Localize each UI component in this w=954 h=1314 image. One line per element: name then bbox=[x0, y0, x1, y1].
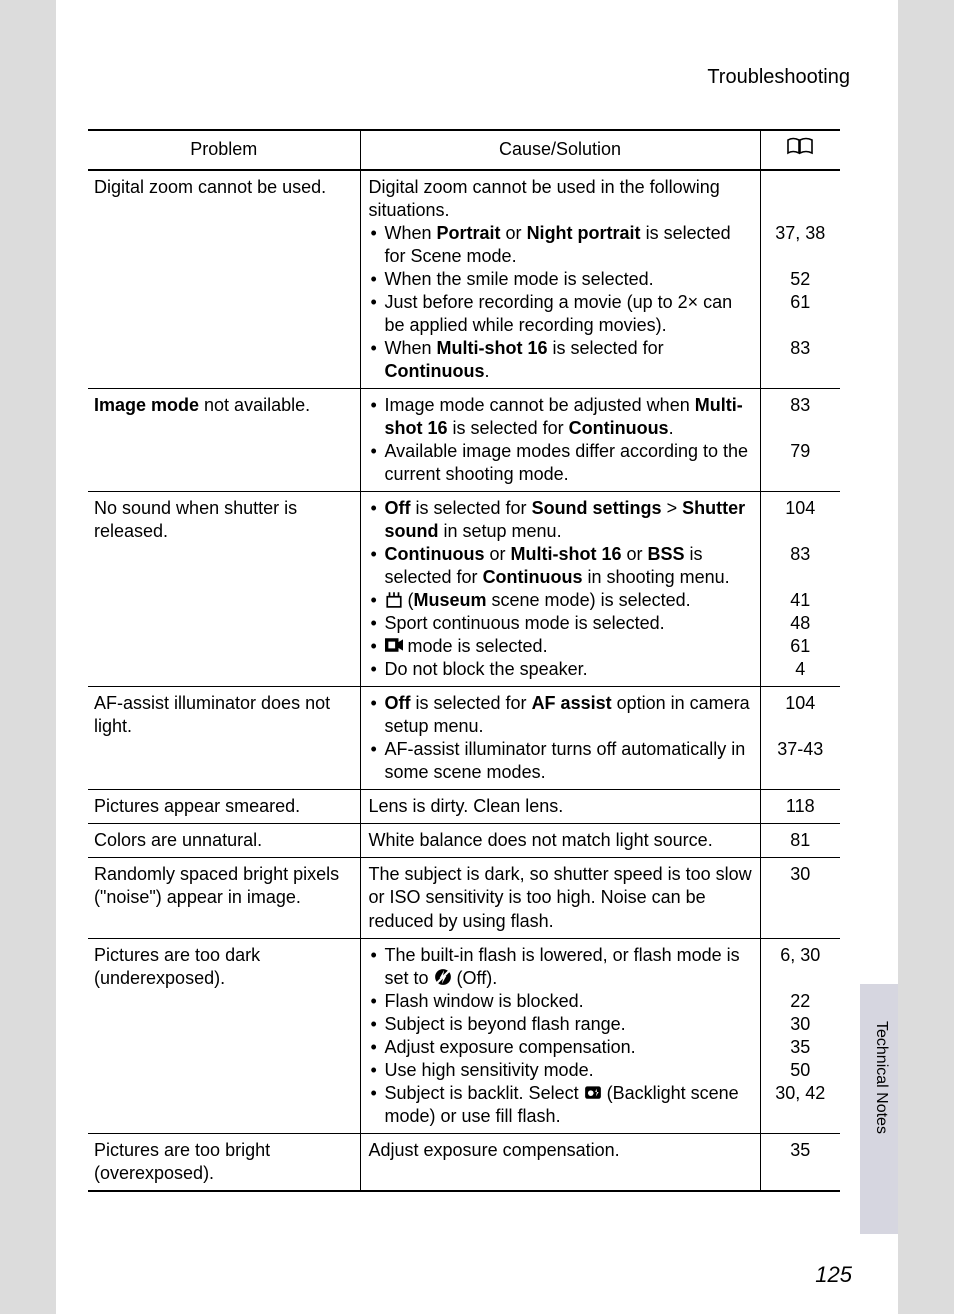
cause-bullet: Available image modes differ according t… bbox=[367, 440, 754, 486]
cause-bullet: mode is selected. bbox=[367, 635, 754, 658]
page-ref: 61 bbox=[767, 291, 835, 314]
problem-cell: Randomly spaced bright pixels ("noise") … bbox=[88, 858, 360, 938]
page-ref: 37-43 bbox=[767, 738, 835, 761]
problem-cell: Colors are unnatural. bbox=[88, 824, 360, 858]
cause-bullet: AF-assist illuminator turns off automati… bbox=[367, 738, 754, 784]
page-ref: 30 bbox=[767, 863, 835, 886]
page-ref: 50 bbox=[767, 1059, 835, 1082]
cause-bullet: Just before recording a movie (up to 2× … bbox=[367, 291, 754, 337]
table-row: Pictures are too bright (overexposed).Ad… bbox=[88, 1133, 840, 1191]
book-icon bbox=[786, 137, 814, 155]
cause-bullet: When Portrait or Night portrait is selec… bbox=[367, 222, 754, 268]
page-ref bbox=[767, 417, 835, 440]
page-ref: 83 bbox=[767, 337, 835, 360]
cause-bullet: Adjust exposure compensation. bbox=[367, 1036, 754, 1059]
page-ref-cell: 83 79 bbox=[760, 388, 840, 491]
troubleshooting-table: Problem Cause/Solution Digital zoom cann… bbox=[88, 129, 840, 1192]
page-number: 125 bbox=[815, 1262, 852, 1288]
page-ref-cell: 104 83 4148614 bbox=[760, 492, 840, 687]
page-ref-cell: 37, 38 5261 83 bbox=[760, 170, 840, 389]
cause-bullet: When Multi-shot 16 is selected for Conti… bbox=[367, 337, 754, 383]
problem-cell: Pictures are too bright (overexposed). bbox=[88, 1133, 360, 1191]
column-header-cause: Cause/Solution bbox=[360, 130, 760, 170]
cause-bullet: Flash window is blocked. bbox=[367, 990, 754, 1013]
page-ref: 35 bbox=[767, 1036, 835, 1059]
table-body: Digital zoom cannot be used.Digital zoom… bbox=[88, 170, 840, 1191]
cause-bullet: When the smile mode is selected. bbox=[367, 268, 754, 291]
page-ref bbox=[767, 314, 835, 337]
cause-cell: Adjust exposure compensation. bbox=[360, 1133, 760, 1191]
page-ref: 81 bbox=[767, 829, 835, 852]
table-row: Digital zoom cannot be used.Digital zoom… bbox=[88, 170, 840, 389]
page-ref-cell: 81 bbox=[760, 824, 840, 858]
cause-bullet: Sport continuous mode is selected. bbox=[367, 612, 754, 635]
cause-bullet: Off is selected for AF assist option in … bbox=[367, 692, 754, 738]
table-row: No sound when shutter is released.Off is… bbox=[88, 492, 840, 687]
cause-cell: Image mode cannot be adjusted when Multi… bbox=[360, 388, 760, 491]
page-ref bbox=[767, 715, 835, 738]
page-ref-cell: 118 bbox=[760, 790, 840, 824]
side-section-label: Technical Notes bbox=[872, 1021, 890, 1134]
table-row: Image mode not available.Image mode cann… bbox=[88, 388, 840, 491]
document-page: Troubleshooting Problem Cause/Solution D… bbox=[56, 0, 898, 1314]
page-ref bbox=[767, 566, 835, 589]
cause-bullet: Off is selected for Sound settings > Shu… bbox=[367, 497, 754, 543]
problem-cell: No sound when shutter is released. bbox=[88, 492, 360, 687]
page-ref bbox=[767, 199, 835, 222]
page-ref bbox=[767, 245, 835, 268]
page-ref: 104 bbox=[767, 497, 835, 520]
cause-cell: Digital zoom cannot be used in the follo… bbox=[360, 170, 760, 389]
page-ref: 37, 38 bbox=[767, 222, 835, 245]
page-ref-cell: 104 37-43 bbox=[760, 687, 840, 790]
page-ref: 83 bbox=[767, 543, 835, 566]
page-ref: 83 bbox=[767, 394, 835, 417]
page-ref-cell: 6, 30 2230355030, 42 bbox=[760, 938, 840, 1133]
cause-bullet: Image mode cannot be adjusted when Multi… bbox=[367, 394, 754, 440]
page-ref-cell: 35 bbox=[760, 1133, 840, 1191]
table-row: Pictures are too dark (underexposed).The… bbox=[88, 938, 840, 1133]
table-row: Randomly spaced bright pixels ("noise") … bbox=[88, 858, 840, 938]
page-ref bbox=[767, 967, 835, 990]
cause-cell: The subject is dark, so shutter speed is… bbox=[360, 858, 760, 938]
page-ref: 118 bbox=[767, 795, 835, 818]
cause-bullet: Subject is backlit. Select (Backlight sc… bbox=[367, 1082, 754, 1128]
problem-cell: Digital zoom cannot be used. bbox=[88, 170, 360, 389]
page-header: Troubleshooting bbox=[86, 66, 868, 129]
column-header-page-icon bbox=[760, 130, 840, 170]
table-row: Colors are unnatural.White balance does … bbox=[88, 824, 840, 858]
table-row: Pictures appear smeared.Lens is dirty. C… bbox=[88, 790, 840, 824]
table-row: AF-assist illuminator does not light.Off… bbox=[88, 687, 840, 790]
problem-cell: Pictures appear smeared. bbox=[88, 790, 360, 824]
problem-cell: Image mode not available. bbox=[88, 388, 360, 491]
cause-bullet: Continuous or Multi-shot 16 or BSS is se… bbox=[367, 543, 754, 589]
cause-cell: Lens is dirty. Clean lens. bbox=[360, 790, 760, 824]
page-ref: 52 bbox=[767, 268, 835, 291]
page-ref: 6, 30 bbox=[767, 944, 835, 967]
page-ref: 61 bbox=[767, 635, 835, 658]
cause-bullet: (Museum scene mode) is selected. bbox=[367, 589, 754, 612]
cause-bullet: Do not block the speaker. bbox=[367, 658, 754, 681]
page-ref bbox=[767, 176, 835, 199]
page-ref: 48 bbox=[767, 612, 835, 635]
problem-cell: AF-assist illuminator does not light. bbox=[88, 687, 360, 790]
page-ref: 35 bbox=[767, 1139, 835, 1162]
cause-cell: Off is selected for Sound settings > Shu… bbox=[360, 492, 760, 687]
page-ref: 104 bbox=[767, 692, 835, 715]
page-ref-cell: 30 bbox=[760, 858, 840, 938]
cause-cell: Off is selected for AF assist option in … bbox=[360, 687, 760, 790]
page-ref: 79 bbox=[767, 440, 835, 463]
cause-bullet: Subject is beyond flash range. bbox=[367, 1013, 754, 1036]
cause-cell: The built-in flash is lowered, or flash … bbox=[360, 938, 760, 1133]
page-ref: 22 bbox=[767, 990, 835, 1013]
page-ref: 30 bbox=[767, 1013, 835, 1036]
cause-cell: White balance does not match light sourc… bbox=[360, 824, 760, 858]
page-ref: 4 bbox=[767, 658, 835, 681]
cause-bullet: Use high sensitivity mode. bbox=[367, 1059, 754, 1082]
page-ref: 30, 42 bbox=[767, 1082, 835, 1105]
page-ref bbox=[767, 520, 835, 543]
page-ref: 41 bbox=[767, 589, 835, 612]
cause-bullet: The built-in flash is lowered, or flash … bbox=[367, 944, 754, 990]
column-header-problem: Problem bbox=[88, 130, 360, 170]
problem-cell: Pictures are too dark (underexposed). bbox=[88, 938, 360, 1133]
